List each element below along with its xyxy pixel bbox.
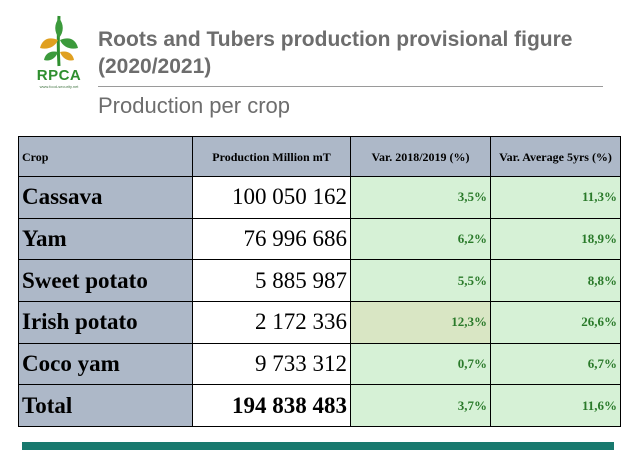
production-table: Crop Production Million mT Var. 2018/201…: [18, 136, 621, 427]
cell-var-average: 18,9%: [490, 217, 621, 261]
wheat-icon: [40, 15, 78, 67]
table-row: Cassava 100 050 162 3,5% 11,3%: [18, 176, 621, 219]
header-var-average: Var. Average 5yrs (%): [490, 136, 621, 177]
cell-var-2018: 3,5%: [350, 176, 491, 219]
cell-production: 194 838 483: [192, 384, 351, 427]
table-row: Yam 76 996 686 6,2% 18,9%: [18, 217, 621, 261]
header-var-2018: Var. 2018/2019 (%): [350, 136, 491, 177]
cell-var-2018: 12,3%: [350, 300, 491, 344]
table-row: Coco yam 9 733 312 0,7% 6,7%: [18, 342, 621, 386]
logo-url: www.food-security.net: [39, 84, 79, 89]
cell-production: 76 996 686: [192, 217, 351, 261]
logo-text: RPCA: [36, 67, 82, 84]
table-row: Sweet potato 5 885 987 5,5% 8,8%: [18, 259, 621, 302]
cell-var-average: 6,7%: [490, 342, 621, 386]
cell-crop: Yam: [18, 217, 193, 261]
cell-var-average: 26,6%: [490, 300, 621, 344]
cell-var-average: 8,8%: [490, 259, 621, 302]
cell-crop: Cassava: [18, 176, 193, 219]
header-crop: Crop: [18, 136, 193, 177]
table-header-row: Crop Production Million mT Var. 2018/201…: [18, 136, 621, 177]
cell-crop: Sweet potato: [18, 259, 193, 302]
footer-bar: [22, 442, 614, 450]
cell-var-2018: 0,7%: [350, 342, 491, 386]
page-title: Roots and Tubers production provisional …: [98, 28, 573, 78]
cell-var-2018: 3,7%: [350, 384, 491, 427]
cell-crop: Total: [18, 384, 193, 427]
cell-production: 2 172 336: [192, 300, 351, 344]
table-row-total: Total 194 838 483 3,7% 11,6%: [18, 384, 621, 427]
cell-production: 5 885 987: [192, 259, 351, 302]
cell-production: 9 733 312: [192, 342, 351, 386]
cell-var-average: 11,3%: [490, 176, 621, 219]
title-divider: [98, 86, 603, 87]
cell-production: 100 050 162: [192, 176, 351, 219]
rpca-logo: RPCA www.food-security.net: [28, 10, 90, 90]
cell-var-2018: 6,2%: [350, 217, 491, 261]
cell-var-2018: 5,5%: [350, 259, 491, 302]
cell-crop: Irish potato: [18, 300, 193, 344]
header-production: Production Million mT: [192, 136, 351, 177]
cell-crop: Coco yam: [18, 342, 193, 386]
table-row: Irish potato 2 172 336 12,3% 26,6%: [18, 300, 621, 344]
page-subtitle: Production per crop: [98, 93, 290, 118]
cell-var-average: 11,6%: [490, 384, 621, 427]
